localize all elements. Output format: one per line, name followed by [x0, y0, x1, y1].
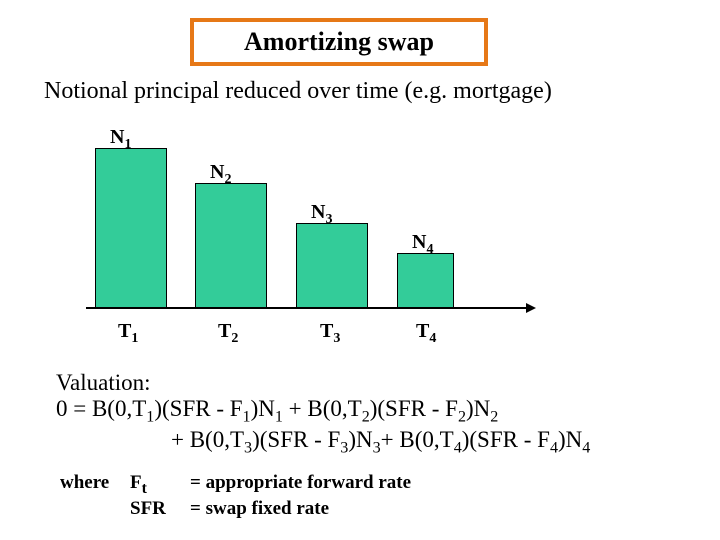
title-box: Amortizing swap [190, 18, 488, 66]
valuation-line-1: 0 = B(0,T1)(SFR - F1)N1 + B(0,T2)(SFR - … [56, 396, 590, 427]
where-symbol-2: SFR [130, 498, 190, 520]
time-tick-3: T3 [320, 320, 340, 347]
notional-bar-label-2: N2 [210, 161, 231, 188]
notional-bar-label-3: N3 [311, 201, 332, 228]
where-label: where [60, 472, 130, 498]
subtitle: Notional principal reduced over time (e.… [44, 78, 552, 105]
notional-bar-4 [397, 253, 454, 308]
time-tick-1: T1 [118, 320, 138, 347]
x-axis [86, 307, 526, 309]
where-block: where Ft = appropriate forward rate SFR … [60, 472, 411, 520]
time-tick-4: T4 [416, 320, 436, 347]
valuation-line-2: + B(0,T3)(SFR - F3)N3+ B(0,T4)(SFR - F4)… [56, 427, 590, 458]
time-tick-2: T2 [218, 320, 238, 347]
where-symbol-1: Ft [130, 472, 190, 498]
where-def-1: = appropriate forward rate [190, 472, 411, 498]
notional-bar-1 [95, 148, 167, 308]
notional-bar-3 [296, 223, 368, 308]
notional-bar-label-4: N4 [412, 231, 433, 258]
x-axis-arrow-icon [526, 303, 536, 313]
where-def-2: = swap fixed rate [190, 498, 329, 520]
valuation-heading: Valuation: [56, 370, 590, 396]
notional-bar-2 [195, 183, 267, 308]
valuation-block: Valuation: 0 = B(0,T1)(SFR - F1)N1 + B(0… [56, 370, 590, 457]
notional-bar-label-1: N1 [110, 126, 131, 153]
